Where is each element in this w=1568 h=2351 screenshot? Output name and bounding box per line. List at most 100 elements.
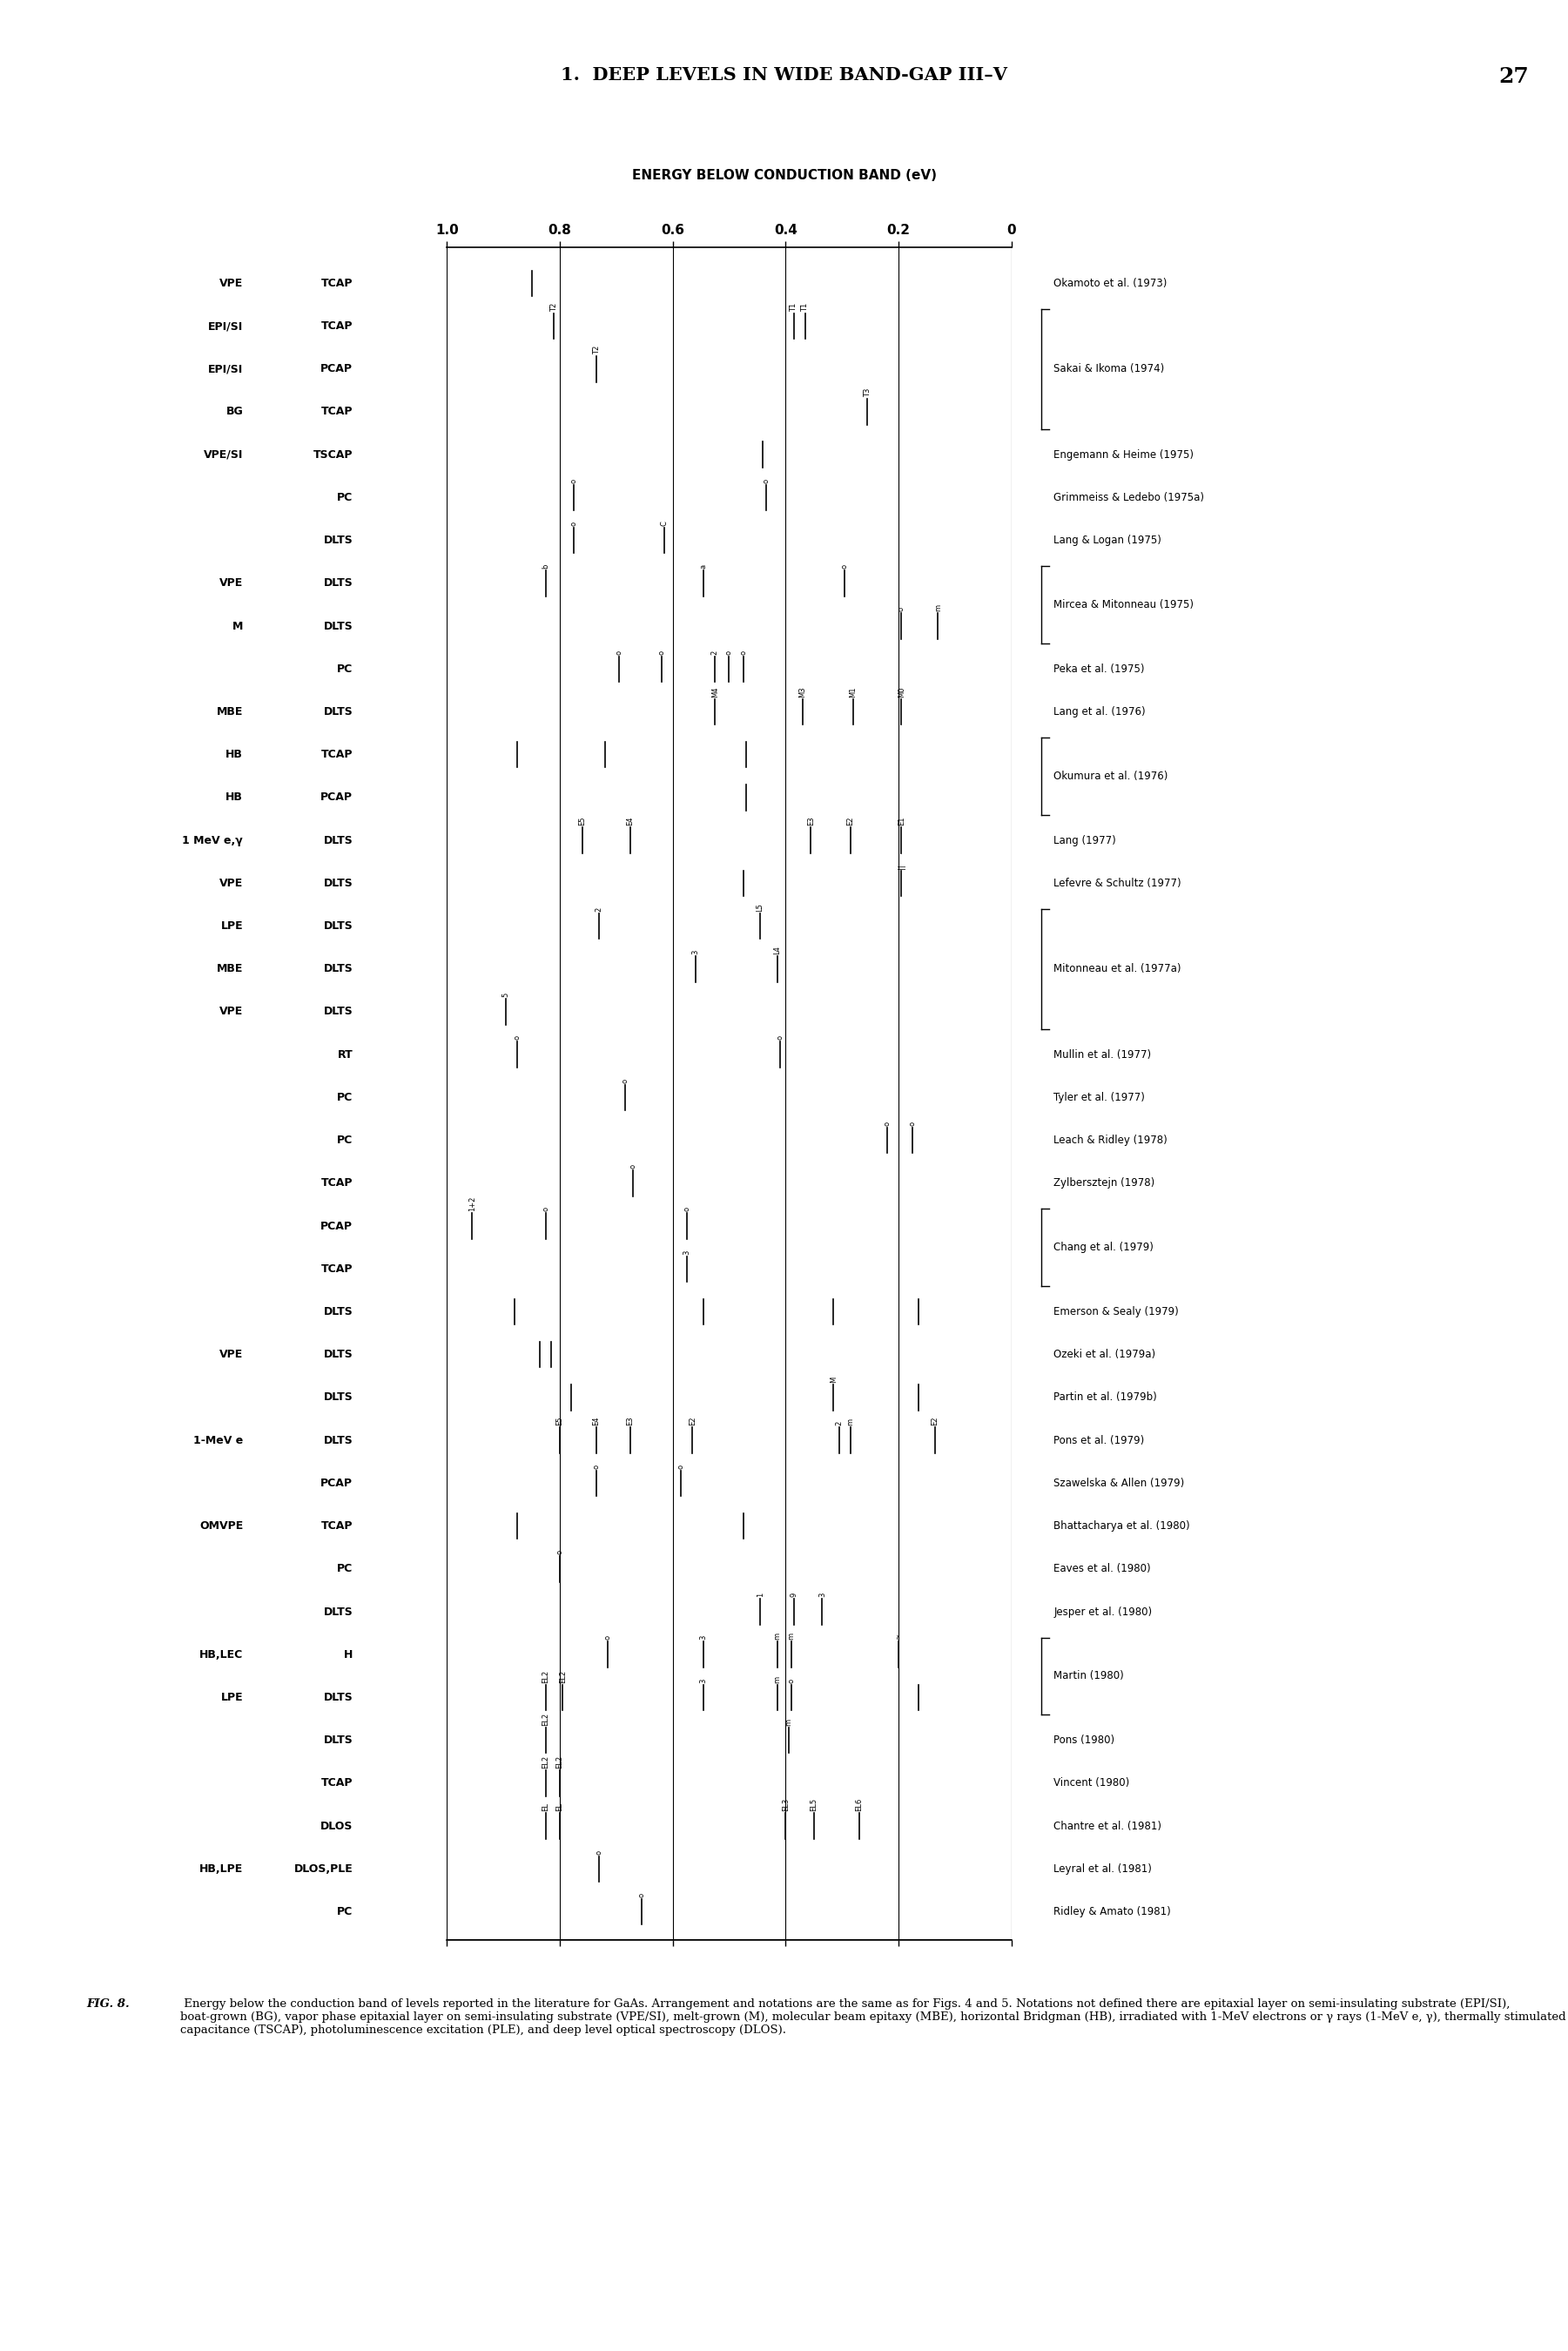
Text: b: b bbox=[543, 564, 549, 569]
Text: VPE: VPE bbox=[220, 578, 243, 588]
Text: E1: E1 bbox=[897, 816, 905, 825]
Text: DLTS: DLTS bbox=[323, 1434, 353, 1446]
Text: 9: 9 bbox=[790, 1592, 798, 1596]
Text: Vincent (1980): Vincent (1980) bbox=[1054, 1777, 1129, 1789]
Text: Energy below the conduction band of levels reported in the literature for GaAs. : Energy below the conduction band of leve… bbox=[180, 1998, 1566, 2036]
Text: EL5: EL5 bbox=[811, 1799, 817, 1810]
Text: o: o bbox=[557, 1549, 563, 1554]
Text: T2: T2 bbox=[550, 303, 558, 313]
Text: TSCAP: TSCAP bbox=[314, 449, 353, 461]
Text: E2: E2 bbox=[688, 1418, 696, 1425]
Text: m: m bbox=[935, 604, 942, 611]
Text: M: M bbox=[232, 621, 243, 632]
Text: 1 MeV e,γ: 1 MeV e,γ bbox=[182, 835, 243, 846]
Text: EL2: EL2 bbox=[558, 1669, 566, 1683]
Text: EPI/SI: EPI/SI bbox=[209, 320, 243, 331]
Text: EPI/SI: EPI/SI bbox=[209, 364, 243, 374]
Text: Lang (1977): Lang (1977) bbox=[1054, 835, 1116, 846]
Text: o: o bbox=[621, 1079, 629, 1084]
Text: Partin et al. (1979b): Partin et al. (1979b) bbox=[1054, 1392, 1157, 1404]
Text: o: o bbox=[514, 1034, 521, 1039]
Text: o: o bbox=[593, 1465, 601, 1469]
Text: MBE: MBE bbox=[216, 705, 243, 717]
Text: 2: 2 bbox=[596, 907, 604, 912]
Text: TCAP: TCAP bbox=[321, 320, 353, 331]
Text: DLTS: DLTS bbox=[323, 835, 353, 846]
Text: 1: 1 bbox=[756, 1592, 764, 1596]
Text: o: o bbox=[762, 480, 770, 482]
Text: E4: E4 bbox=[627, 816, 633, 825]
Text: DLTS: DLTS bbox=[323, 922, 353, 931]
Text: EL2: EL2 bbox=[543, 1669, 549, 1683]
Text: BG: BG bbox=[226, 407, 243, 418]
Text: Leyral et al. (1981): Leyral et al. (1981) bbox=[1054, 1864, 1152, 1874]
Text: T2: T2 bbox=[593, 346, 601, 355]
Text: o: o bbox=[883, 1121, 891, 1126]
Text: LPE: LPE bbox=[221, 922, 243, 931]
Text: PC: PC bbox=[337, 663, 353, 675]
Text: Eaves et al. (1980): Eaves et al. (1980) bbox=[1054, 1563, 1151, 1575]
Text: PC: PC bbox=[337, 491, 353, 503]
Text: T1: T1 bbox=[801, 303, 809, 313]
Text: VPE: VPE bbox=[220, 277, 243, 289]
Text: DLTS: DLTS bbox=[323, 877, 353, 889]
Text: o: o bbox=[629, 1164, 637, 1168]
Text: VPE: VPE bbox=[220, 1006, 243, 1018]
Text: Ridley & Amato (1981): Ridley & Amato (1981) bbox=[1054, 1907, 1171, 1918]
Text: Zylbersztejn (1978): Zylbersztejn (1978) bbox=[1054, 1178, 1156, 1190]
Text: H: H bbox=[343, 1648, 353, 1660]
Text: 3: 3 bbox=[691, 950, 699, 955]
Text: C: C bbox=[660, 520, 668, 527]
Text: DLTS: DLTS bbox=[323, 705, 353, 717]
Text: VPE: VPE bbox=[220, 877, 243, 889]
Text: Mitonneau et al. (1977a): Mitonneau et al. (1977a) bbox=[1054, 964, 1181, 976]
Text: E4: E4 bbox=[593, 1418, 601, 1425]
Text: m: m bbox=[784, 1719, 792, 1726]
Text: TCAP: TCAP bbox=[321, 1262, 353, 1274]
Text: DLTS: DLTS bbox=[323, 1693, 353, 1702]
Text: EL: EL bbox=[543, 1803, 549, 1810]
Text: DLTS: DLTS bbox=[323, 1307, 353, 1317]
Text: m: m bbox=[787, 1634, 795, 1641]
Text: 3: 3 bbox=[818, 1592, 826, 1596]
Text: E2: E2 bbox=[931, 1418, 939, 1425]
Text: Grimmeiss & Ledebo (1975a): Grimmeiss & Ledebo (1975a) bbox=[1054, 491, 1204, 503]
Text: L4: L4 bbox=[773, 945, 781, 955]
Text: EL2: EL2 bbox=[557, 1756, 563, 1768]
Text: o: o bbox=[604, 1636, 612, 1641]
Text: Szawelska & Allen (1979): Szawelska & Allen (1979) bbox=[1054, 1476, 1184, 1488]
Text: T3: T3 bbox=[864, 388, 872, 397]
Text: 3: 3 bbox=[699, 1679, 707, 1683]
Text: o: o bbox=[596, 1850, 604, 1855]
Text: a: a bbox=[699, 564, 707, 569]
Text: TCAP: TCAP bbox=[321, 1521, 353, 1533]
Text: 2: 2 bbox=[836, 1422, 844, 1425]
Text: PC: PC bbox=[337, 1907, 353, 1918]
Text: ENERGY BELOW CONDUCTION BAND (eV): ENERGY BELOW CONDUCTION BAND (eV) bbox=[632, 169, 936, 183]
Text: o: o bbox=[677, 1465, 685, 1469]
Text: Mullin et al. (1977): Mullin et al. (1977) bbox=[1054, 1049, 1151, 1060]
Text: PCAP: PCAP bbox=[320, 1476, 353, 1488]
Text: T1: T1 bbox=[790, 303, 798, 313]
Text: HB,LPE: HB,LPE bbox=[199, 1864, 243, 1874]
Text: DLTS: DLTS bbox=[323, 1735, 353, 1747]
Text: HB: HB bbox=[226, 750, 243, 759]
Text: EL2: EL2 bbox=[543, 1756, 549, 1768]
Text: M: M bbox=[829, 1378, 837, 1382]
Text: o: o bbox=[726, 649, 732, 654]
Text: PC: PC bbox=[337, 1091, 353, 1103]
Text: ~: ~ bbox=[895, 1634, 902, 1641]
Text: o: o bbox=[897, 607, 905, 611]
Text: o: o bbox=[571, 522, 577, 527]
Text: Peka et al. (1975): Peka et al. (1975) bbox=[1054, 663, 1145, 675]
Text: Chantre et al. (1981): Chantre et al. (1981) bbox=[1054, 1820, 1162, 1831]
Text: DLTS: DLTS bbox=[323, 1392, 353, 1404]
Text: Lang et al. (1976): Lang et al. (1976) bbox=[1054, 705, 1146, 717]
Text: Pons et al. (1979): Pons et al. (1979) bbox=[1054, 1434, 1145, 1446]
Text: PCAP: PCAP bbox=[320, 364, 353, 374]
Text: M1: M1 bbox=[850, 686, 858, 698]
Text: DLTS: DLTS bbox=[323, 1006, 353, 1018]
Text: o: o bbox=[840, 564, 848, 569]
Text: Sakai & Ikoma (1974): Sakai & Ikoma (1974) bbox=[1054, 364, 1165, 374]
Text: Bhattacharya et al. (1980): Bhattacharya et al. (1980) bbox=[1054, 1521, 1190, 1533]
